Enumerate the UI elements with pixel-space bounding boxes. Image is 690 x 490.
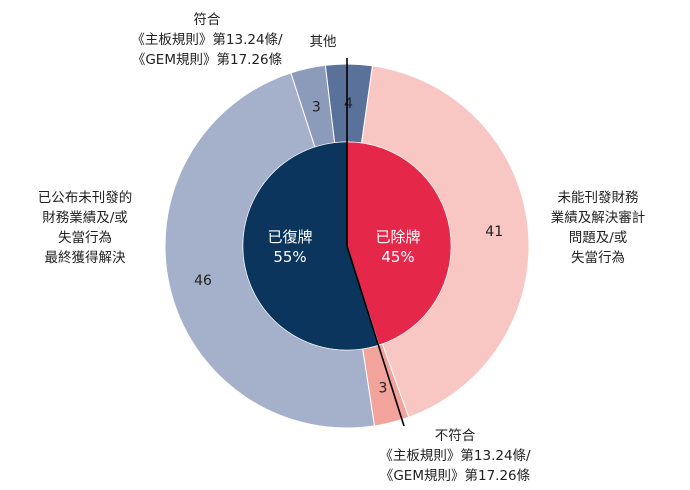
- category-label-resolved: 已公布未刊發的財務業績及/或失當行為最終獲得解決: [38, 190, 133, 266]
- value-label-4: 4: [344, 96, 353, 112]
- value-label-3-compliant: 3: [312, 99, 321, 115]
- slice-inner-resumed: [242, 141, 380, 351]
- value-label-41: 41: [485, 224, 503, 240]
- category-label-unable-to-publish: 未能刊發財務業績及解決審計問題及/或失當行為: [551, 190, 646, 266]
- value-label-3-not-compliant: 3: [378, 381, 387, 397]
- divider-lines: [346, 58, 405, 427]
- outer-ring: [164, 63, 530, 429]
- inner-percent-delisted: 45%: [381, 248, 414, 266]
- category-label-other: 其他: [310, 34, 337, 50]
- inner-ring: 已除牌 45% 已復牌 55%: [242, 141, 452, 351]
- category-labels: 未能刊發財務業績及解決審計問題及/或失當行為不符合《主板規則》第13.24條/《…: [38, 12, 646, 484]
- outer-value-labels: 41 3 46 3 4: [194, 96, 503, 397]
- value-label-46: 46: [194, 273, 212, 289]
- category-label-not-compliant: 不符合《主板規則》第13.24條/《GEM規則》第17.26條: [379, 428, 531, 484]
- divider-line-bottom: [346, 245, 405, 427]
- inner-label-resumed: 已復牌: [267, 228, 312, 246]
- slice-inner-delisted: [346, 141, 452, 346]
- inner-label-delisted: 已除牌: [375, 228, 420, 246]
- inner-percent-resumed: 55%: [273, 248, 306, 266]
- category-label-compliant: 符合《主板規則》第13.24條/《GEM規則》第17.26條: [131, 12, 283, 68]
